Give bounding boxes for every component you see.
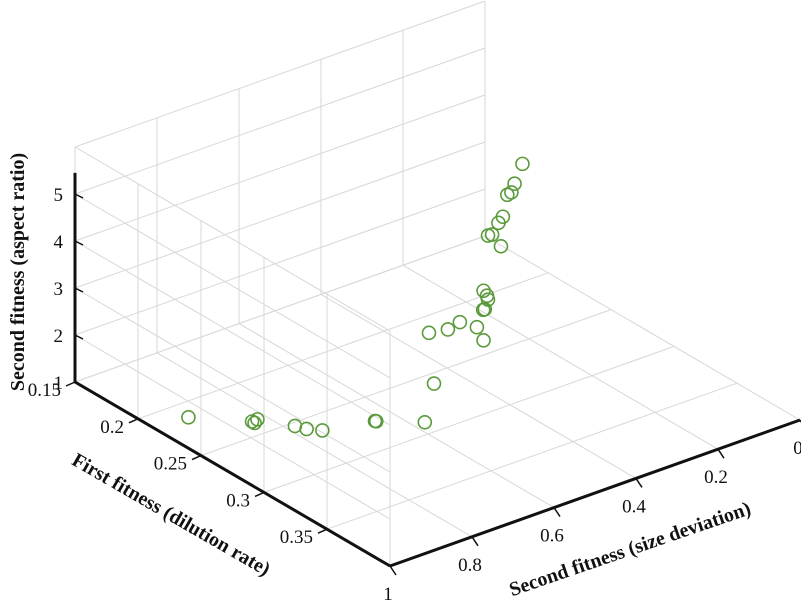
side-wall-grid-line — [74, 94, 486, 242]
y-tick-label: 0.2 — [100, 417, 124, 438]
data-point — [476, 333, 491, 348]
back-wall-grid-line — [74, 240, 391, 426]
y-axis-line — [74, 380, 391, 568]
floor-grid-line — [402, 264, 719, 450]
back-wall-grid-line — [74, 146, 391, 332]
x-tick-label: 1 — [383, 584, 393, 604]
z-axis-tick — [74, 334, 84, 340]
x-tick-label: 0.6 — [540, 526, 564, 547]
floor-grid-line — [326, 382, 738, 530]
x-tick-label: 0.2 — [704, 467, 728, 488]
data-points — [181, 156, 530, 438]
side-wall-grid-line — [74, 0, 486, 148]
y-tick-label: 0.25 — [154, 454, 187, 475]
y-axis-tick — [317, 528, 328, 534]
data-point — [181, 410, 196, 425]
x-axis-tick — [717, 448, 725, 459]
data-point — [495, 209, 511, 225]
floor-grid-line — [200, 309, 612, 457]
x-axis-tick — [389, 565, 397, 576]
data-point — [476, 283, 491, 299]
tick-labels: 0.2 0.4 0.6 0.8 1 0 0.15 0.2 0.25 0.3 0.35 1 2 3 4 5 — [28, 185, 801, 604]
z-axis-tick — [74, 240, 84, 246]
data-point — [469, 319, 485, 335]
data-point — [493, 238, 509, 254]
y-tick-label: 0.3 — [226, 490, 250, 511]
data-point — [507, 176, 522, 192]
data-point — [515, 156, 530, 172]
z-tick-label: 1 — [54, 373, 64, 394]
floor-grid-line — [137, 272, 549, 420]
x-axis-tick — [553, 507, 561, 518]
data-point — [250, 412, 265, 427]
floor-grid-line — [320, 293, 637, 479]
y-tick-label: 0.15 — [28, 380, 61, 401]
back-wall-grid-line — [74, 287, 391, 473]
x-tick-label: 0.8 — [458, 555, 482, 576]
side-wall-grid-line — [74, 188, 486, 336]
axes — [65, 172, 801, 576]
data-point — [452, 314, 468, 330]
data-point — [504, 185, 519, 200]
data-point — [440, 322, 456, 337]
z-axis-tick — [74, 287, 84, 293]
floor-grid-line — [238, 323, 555, 509]
z-tick-label: 4 — [54, 232, 64, 253]
z-axis-tick — [74, 381, 84, 387]
data-point — [484, 227, 500, 242]
z-tick-label: 3 — [54, 279, 64, 300]
floor-grid-line — [263, 345, 675, 493]
y-axis-tick — [65, 381, 76, 387]
z-tick-label: 5 — [54, 185, 64, 206]
data-point — [367, 413, 383, 429]
x-tick-label: 0 — [793, 438, 801, 459]
back-wall-grid-line — [74, 193, 391, 379]
y-axis-tick — [191, 454, 202, 461]
z-axis-tick — [74, 193, 84, 199]
x-axis-tick — [471, 536, 479, 547]
floor-grid-line — [484, 235, 801, 421]
data-point — [315, 423, 330, 438]
x-tick-label: 0.4 — [622, 496, 646, 517]
floor-grid-line — [156, 352, 473, 538]
grid-lines — [74, 0, 801, 567]
y-axis-tick — [128, 418, 139, 424]
x-axis-tick — [635, 477, 643, 488]
side-wall-grid-line — [74, 235, 486, 383]
z-axis-title: Second fitness (aspect ratio) — [7, 153, 29, 391]
side-wall-grid-line — [74, 141, 486, 289]
y-tick-label: 0.35 — [280, 527, 313, 548]
side-wall-grid-line — [74, 47, 486, 195]
data-point — [417, 414, 433, 430]
data-point — [247, 415, 262, 431]
data-point — [299, 421, 314, 437]
data-point — [426, 376, 442, 391]
x-axis-line — [389, 418, 801, 568]
back-wall-grid-line — [74, 334, 391, 520]
y-axis-tick — [254, 491, 265, 498]
data-point — [477, 301, 493, 317]
z-tick-label: 2 — [54, 326, 64, 347]
data-point — [421, 325, 437, 341]
